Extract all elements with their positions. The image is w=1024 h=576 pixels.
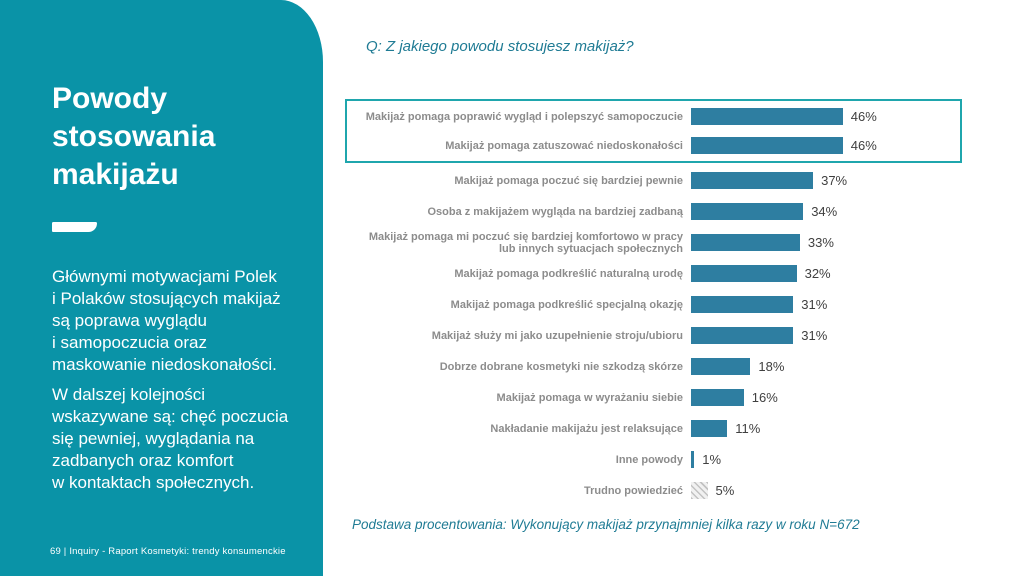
chart-row: Makijaż pomaga poprawić wygląd i polepsz…	[347, 105, 960, 128]
chart-row: Makijaż pomaga podkreślić specjalną okaz…	[347, 293, 995, 316]
bar	[691, 234, 800, 251]
bar	[691, 420, 728, 437]
chart-row: Makijaż pomaga w wyrażaniu siebie 16%	[347, 386, 995, 409]
category-label: Inne powody	[615, 453, 683, 466]
value-label: 34%	[811, 204, 838, 219]
category-label: Makijaż pomaga zatuszować niedoskonałośc…	[445, 139, 683, 152]
bar	[691, 108, 843, 125]
bar	[691, 265, 797, 282]
value-label: 18%	[758, 359, 785, 374]
sidebar-paragraph-2: W dalszej kolejności wskazywane są: chęć…	[52, 385, 289, 492]
slide-footer: 69 | Inquiry - Raport Kosmetyki: trendy …	[50, 546, 286, 557]
chart-row: Makijaż pomaga mi poczuć się bardziej ko…	[347, 230, 995, 255]
category-label: Makijaż pomaga w wyrażaniu siebie	[496, 391, 683, 404]
category-label: Makijaż pomaga mi poczuć się bardziej ko…	[368, 230, 683, 255]
chart-rows: Makijaż pomaga poczuć się bardziej pewni…	[347, 169, 995, 502]
value-label: 32%	[804, 266, 831, 281]
category-label: Nakładanie makijażu jest relaksujące	[490, 422, 683, 435]
footnote: Podstawa procentowania: Wykonujący makij…	[352, 517, 860, 532]
bar	[691, 137, 843, 154]
title-underline-dash	[52, 222, 97, 232]
category-label: Makijaż pomaga poczuć się bardziej pewni…	[454, 174, 683, 187]
category-label: Dobrze dobrane kosmetyki nie szkodzą skó…	[439, 360, 683, 373]
question-title: Q: Z jakiego powodu stosujesz makijaż?	[366, 38, 634, 55]
chart-row: Nakładanie makijażu jest relaksujące 11%	[347, 417, 995, 440]
value-label: 37%	[821, 173, 848, 188]
value-label: 46%	[850, 138, 877, 153]
value-label: 46%	[850, 109, 877, 124]
value-label: 5%	[715, 483, 735, 498]
category-label: Makijaż pomaga podkreślić naturalną urod…	[454, 267, 683, 280]
value-label: 31%	[801, 328, 828, 343]
bar	[691, 203, 804, 220]
bar	[691, 482, 708, 499]
value-label: 16%	[751, 390, 778, 405]
category-label: Makijaż pomaga podkreślić specjalną okaz…	[450, 298, 683, 311]
bar	[691, 451, 695, 468]
chart-row: Trudno powiedzieć 5%	[347, 479, 995, 502]
chart-row: Osoba z makijażem wygląda na bardziej za…	[347, 200, 995, 223]
chart-row: Makijaż pomaga podkreślić naturalną urod…	[347, 262, 995, 285]
value-label: 33%	[807, 235, 834, 250]
value-label: 11%	[735, 421, 761, 436]
page-title: Powody stosowania makijażu	[52, 82, 216, 191]
bar	[691, 358, 751, 375]
sidebar-panel: Powody stosowania makijażu Głównymi moty…	[0, 0, 323, 576]
bar	[691, 296, 794, 313]
category-label: Makijaż pomaga poprawić wygląd i polepsz…	[365, 110, 683, 123]
category-label: Trudno powiedzieć	[583, 484, 683, 497]
chart-row: Makijaż pomaga zatuszować niedoskonałośc…	[347, 134, 960, 157]
bar	[691, 389, 744, 406]
bar	[691, 172, 814, 189]
chart-row: Dobrze dobrane kosmetyki nie szkodzą skó…	[347, 355, 995, 378]
value-label: 1%	[702, 452, 722, 467]
sidebar-paragraph-1: Głównymi motywacjami Polek i Polaków sto…	[52, 267, 281, 374]
chart-row: Makijaż pomaga poczuć się bardziej pewni…	[347, 169, 995, 192]
category-label: Makijaż służy mi jako uzupełnienie stroj…	[431, 329, 683, 342]
value-label: 31%	[801, 297, 828, 312]
bar-chart: Makijaż pomaga poprawić wygląd i polepsz…	[345, 99, 995, 502]
category-label: Osoba z makijażem wygląda na bardziej za…	[427, 205, 683, 218]
bar	[691, 327, 794, 344]
chart-row: Inne powody 1%	[347, 448, 995, 471]
highlight-box: Makijaż pomaga poprawić wygląd i polepsz…	[345, 99, 962, 163]
chart-row: Makijaż służy mi jako uzupełnienie stroj…	[347, 324, 995, 347]
